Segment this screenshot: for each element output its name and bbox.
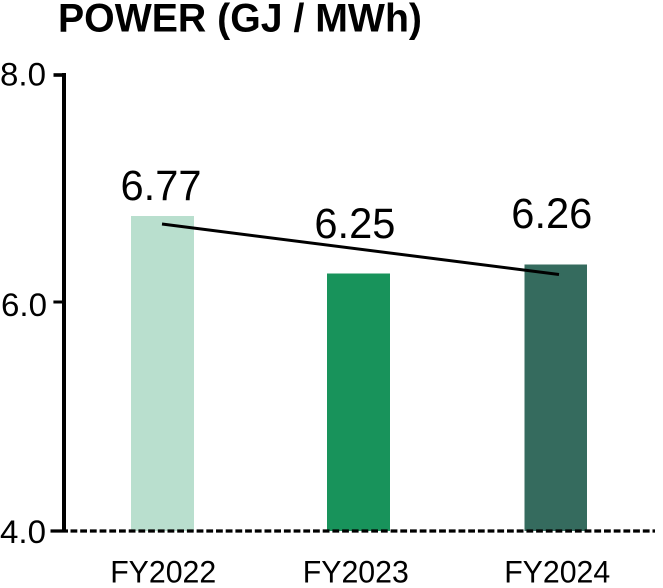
svg-text:FY2024: FY2024 [504,553,610,588]
svg-text:6.0: 6.0 [1,287,47,323]
svg-text:4.0: 4.0 [0,514,46,550]
svg-text:8.0: 8.0 [0,57,46,93]
svg-text:FY2022: FY2022 [110,553,216,588]
svg-text:FY2023: FY2023 [303,553,409,588]
svg-text:6.77: 6.77 [121,162,202,210]
svg-text:6.26: 6.26 [511,190,592,238]
svg-text:6.25: 6.25 [314,200,395,248]
svg-text:POWER (GJ / MWh): POWER (GJ / MWh) [58,0,422,41]
